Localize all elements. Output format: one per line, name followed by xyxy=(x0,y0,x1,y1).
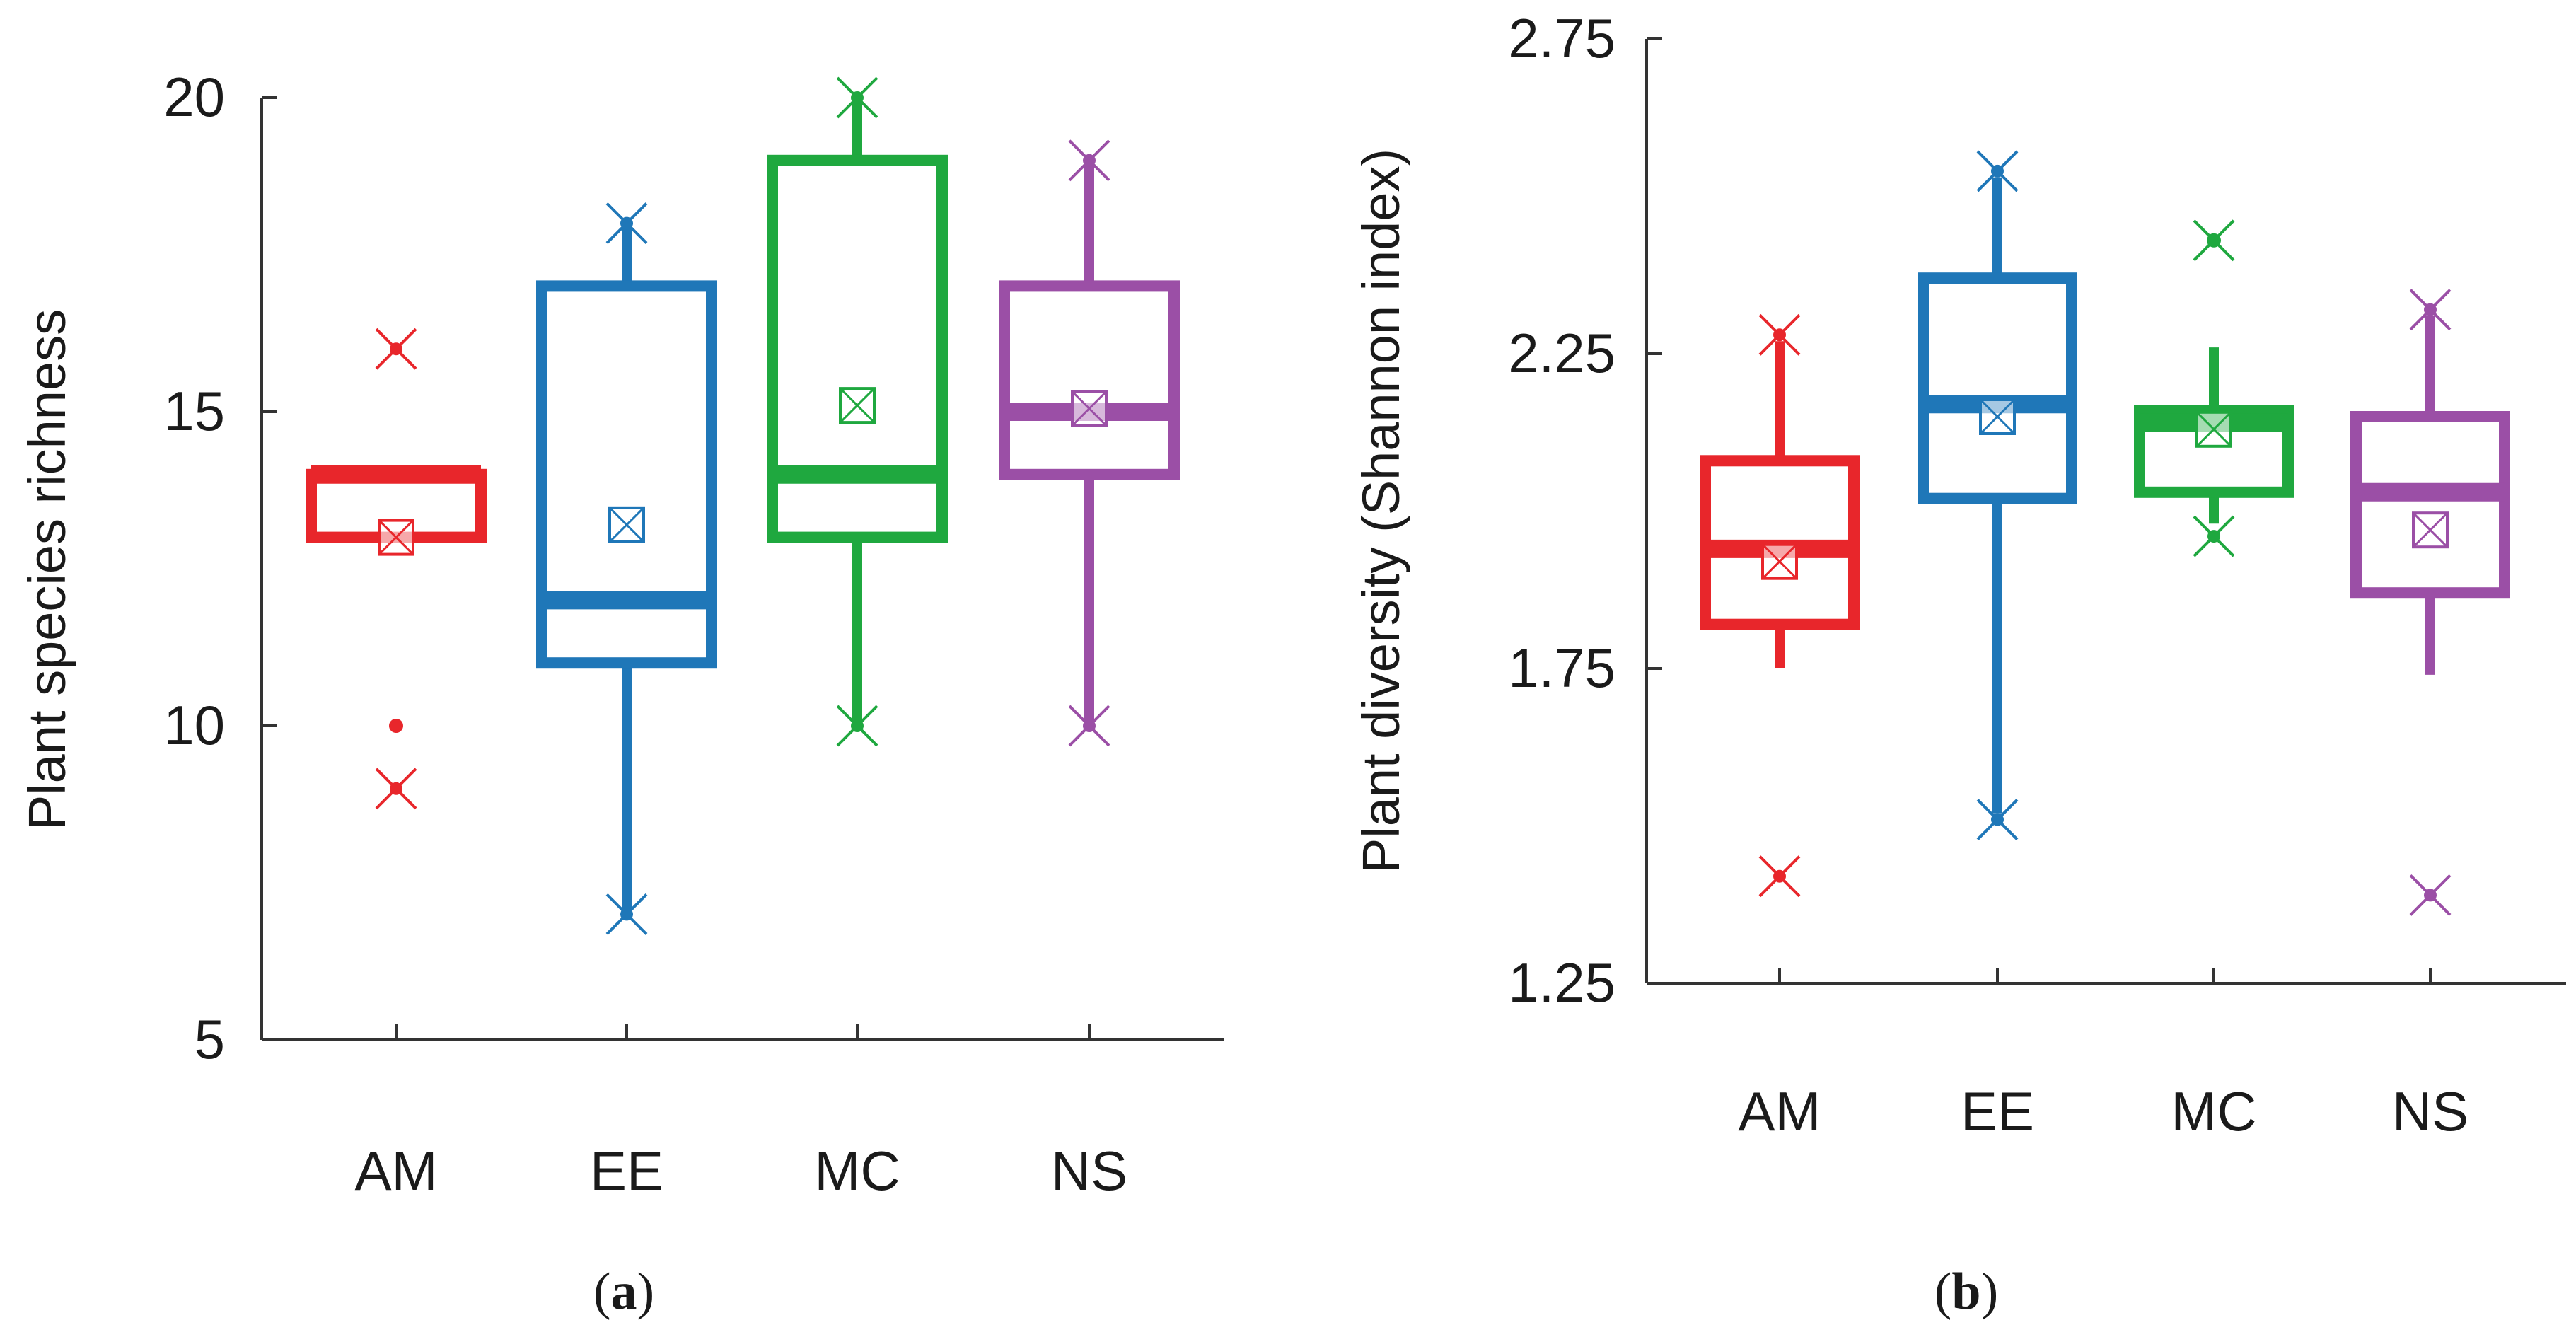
panel-a-category-label: EE xyxy=(590,1140,663,1202)
max-marker-dot xyxy=(851,91,864,104)
panel-a-y-axis-label: Plant species richness xyxy=(18,309,76,830)
min-marker-dot xyxy=(1083,719,1096,732)
mean-marker-cross xyxy=(1761,543,1798,579)
max-marker-dot xyxy=(390,342,402,356)
panel-a-box-ee: EE xyxy=(536,202,717,1202)
panel-a-ytick-label: 20 xyxy=(163,66,225,128)
max-marker-dot xyxy=(2424,303,2437,316)
iqr-box xyxy=(2134,405,2294,498)
panel-a-ytick-label: 15 xyxy=(163,380,225,442)
min-marker-dot xyxy=(2424,889,2437,902)
panel-a-box-am: AM xyxy=(306,328,487,1202)
mean-marker-cross xyxy=(1979,398,2016,435)
panel-b-box-am: AM xyxy=(1700,313,1860,1142)
panel-a-category-label: MC xyxy=(814,1140,900,1202)
iqr-box xyxy=(1918,272,2077,504)
mean-marker-cross xyxy=(2195,411,2232,447)
min-marker-dot xyxy=(2207,530,2220,543)
panel-a-category-label: AM xyxy=(355,1140,438,1202)
mean-marker-cross xyxy=(608,507,645,543)
panel-b-ytick-label: 2.25 xyxy=(1508,322,1615,384)
min-marker-dot xyxy=(390,782,402,795)
min-marker-dot xyxy=(1773,869,1786,883)
mean-marker-cross xyxy=(1071,390,1108,427)
panel-a-box-mc: MC xyxy=(767,76,948,1202)
iqr-box xyxy=(2350,411,2510,599)
panel-a-category-label: NS xyxy=(1051,1140,1127,1202)
max-marker-dot xyxy=(1083,154,1096,167)
panel-b-category-label: NS xyxy=(2392,1080,2468,1142)
panel-a-box-ns: NS xyxy=(999,139,1180,1202)
panel-b-category-label: EE xyxy=(1961,1080,2034,1142)
panel-b-ytick-label: 1.25 xyxy=(1508,951,1615,1014)
panel-b-box-ns: NS xyxy=(2350,289,2510,1142)
panel-b-ytick-label: 1.75 xyxy=(1508,637,1615,699)
panel-b-ytick-label: 2.75 xyxy=(1508,7,1615,69)
panel-b-box-ee: EE xyxy=(1918,150,2077,1142)
panel-a-ytick-label: 10 xyxy=(163,694,225,756)
min-marker-dot xyxy=(851,719,864,732)
max-marker-dot xyxy=(1773,328,1786,342)
min-marker-dot xyxy=(1991,813,2004,826)
panel-a-ytick-label: 5 xyxy=(195,1008,225,1070)
iqr-box xyxy=(767,154,948,543)
panel-b-y-axis-label: Plant diversity (Shannon index) xyxy=(1352,149,1410,873)
outlier-point xyxy=(389,719,403,733)
panel-a-caption: (a) xyxy=(593,1263,654,1321)
max-marker-dot xyxy=(620,216,633,230)
panel-b-caption: (b) xyxy=(1934,1263,1998,1321)
iqr-box xyxy=(999,280,1180,480)
panel-b-box-mc: MC xyxy=(2134,219,2294,1142)
iqr-box xyxy=(536,280,717,669)
max-marker-dot xyxy=(1991,164,2004,178)
mean-marker-cross xyxy=(378,519,414,555)
mean-marker-cross xyxy=(839,388,876,424)
panel-b-diversity-boxplot: 1.25 1.75 2.25 2.75 AM EE MC NS Plant diversit… xyxy=(1352,7,2566,1321)
panel-b-category-label: MC xyxy=(2171,1080,2256,1142)
mean-marker-cross xyxy=(2412,512,2449,548)
panel-b-category-label: AM xyxy=(1739,1080,1821,1142)
min-marker-dot xyxy=(620,908,633,921)
outlier-point xyxy=(2207,233,2221,248)
